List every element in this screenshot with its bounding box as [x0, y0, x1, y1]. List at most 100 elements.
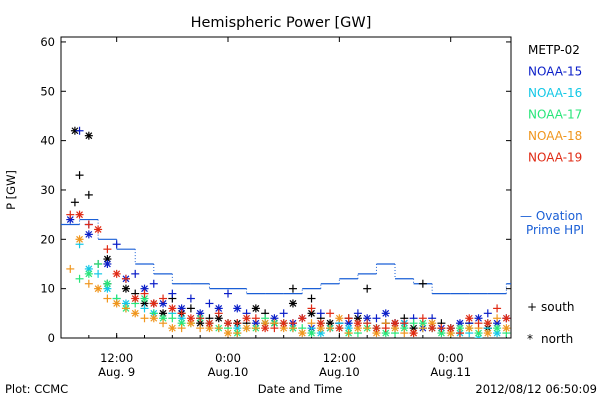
- y-tick-label: 60: [40, 35, 55, 49]
- north-marker: [103, 259, 112, 268]
- south-marker: [409, 319, 418, 328]
- north-marker: [558, 260, 566, 268]
- north-marker: [344, 324, 353, 333]
- north-marker: [493, 324, 502, 333]
- north-marker: [307, 329, 316, 338]
- north-marker: [446, 324, 455, 333]
- north-marker: [595, 240, 600, 248]
- north-marker: [224, 329, 233, 338]
- south-marker: [567, 285, 575, 293]
- x-tick-time: 12:00: [100, 351, 133, 365]
- y-axis-label: P [GW]: [4, 170, 18, 210]
- north-marker: [168, 304, 177, 313]
- south-marker: [84, 190, 93, 199]
- north-marker: [502, 324, 511, 333]
- south-marker: [307, 294, 316, 303]
- north-marker: [465, 314, 474, 323]
- south-marker: [400, 329, 409, 338]
- south-marker: [94, 269, 103, 278]
- south-marker: [558, 245, 566, 253]
- south-marker-label: south: [541, 300, 575, 314]
- south-marker: [140, 289, 149, 298]
- north-marker: [455, 324, 464, 333]
- chart-title: Hemispheric Power [GW]: [191, 15, 372, 31]
- north-marker: [521, 319, 529, 327]
- south-marker: [326, 324, 335, 333]
- north-marker-symbol: *: [527, 332, 533, 346]
- south-marker: [521, 319, 529, 327]
- south-marker: [233, 329, 242, 338]
- south-marker: [455, 329, 464, 338]
- south-marker: [186, 294, 195, 303]
- south-marker: [307, 319, 316, 328]
- ovation-legend-line1: — Ovation: [520, 209, 583, 223]
- north-marker: [595, 280, 600, 288]
- north-marker: [353, 319, 362, 328]
- x-axis-label: Date and Time: [258, 382, 343, 396]
- north-marker: [549, 319, 557, 327]
- ovation-series: [61, 218, 511, 295]
- legend: METP-02 NOAA-15 NOAA-16 NOAA-17 NOAA-18 NOAA-…: [528, 43, 582, 165]
- south-marker: [177, 309, 186, 318]
- north-marker: [530, 324, 538, 332]
- south-marker: [474, 319, 483, 328]
- south-marker: [103, 294, 112, 303]
- north-marker: [103, 279, 112, 288]
- south-marker: [521, 324, 529, 332]
- south-marker: [316, 309, 325, 318]
- north-marker: [298, 329, 307, 338]
- south-marker: [577, 299, 585, 307]
- north-marker: [140, 299, 149, 308]
- north-marker: [493, 329, 502, 338]
- north-marker: [149, 299, 158, 308]
- north-marker: [391, 324, 400, 333]
- south-marker: [140, 304, 149, 313]
- south-marker: [577, 295, 585, 303]
- south-marker: [224, 289, 233, 298]
- north-marker: [465, 324, 474, 333]
- south-marker: [493, 304, 502, 313]
- north-marker: [84, 131, 93, 140]
- north-marker: [381, 309, 390, 318]
- y-tick-label: 50: [40, 84, 55, 98]
- north-marker: [326, 319, 335, 328]
- north-marker: [437, 329, 446, 338]
- north-marker: [549, 290, 557, 298]
- south-marker: [75, 171, 84, 180]
- south-marker: [159, 319, 168, 328]
- south-marker: [549, 166, 557, 174]
- north-marker: [307, 309, 316, 318]
- south-marker: [437, 324, 446, 333]
- north-marker: [381, 329, 390, 338]
- south-marker: [75, 126, 84, 135]
- south-marker: [530, 201, 538, 209]
- south-marker: [512, 319, 520, 327]
- south-marker: [214, 324, 223, 333]
- south-marker: [84, 279, 93, 288]
- south-marker: [251, 314, 260, 323]
- south-marker: [483, 309, 492, 318]
- north-marker: [577, 275, 585, 283]
- north-marker: [233, 304, 242, 313]
- south-marker: [577, 270, 585, 278]
- south-marker: [251, 324, 260, 333]
- north-marker: [595, 265, 600, 273]
- north-marker: [586, 280, 594, 288]
- north-marker: [483, 329, 492, 338]
- south-marker: [539, 319, 547, 327]
- south-marker: [214, 309, 223, 318]
- south-marker: [233, 319, 242, 328]
- north-marker: [270, 314, 279, 323]
- south-marker: [66, 210, 75, 219]
- legend-item-noaa-18: NOAA-18: [528, 129, 582, 143]
- south-marker: [168, 289, 177, 298]
- plot-content: [61, 126, 600, 338]
- north-marker: [298, 314, 307, 323]
- south-marker: [586, 265, 594, 273]
- y-axis-ticks: 0 10 20 30 40 50 60: [40, 35, 511, 345]
- north-marker: [242, 324, 251, 333]
- scatter-markers: [66, 126, 600, 338]
- ovation-legend: — Ovation Prime HPI: [520, 209, 584, 237]
- south-marker: [186, 304, 195, 313]
